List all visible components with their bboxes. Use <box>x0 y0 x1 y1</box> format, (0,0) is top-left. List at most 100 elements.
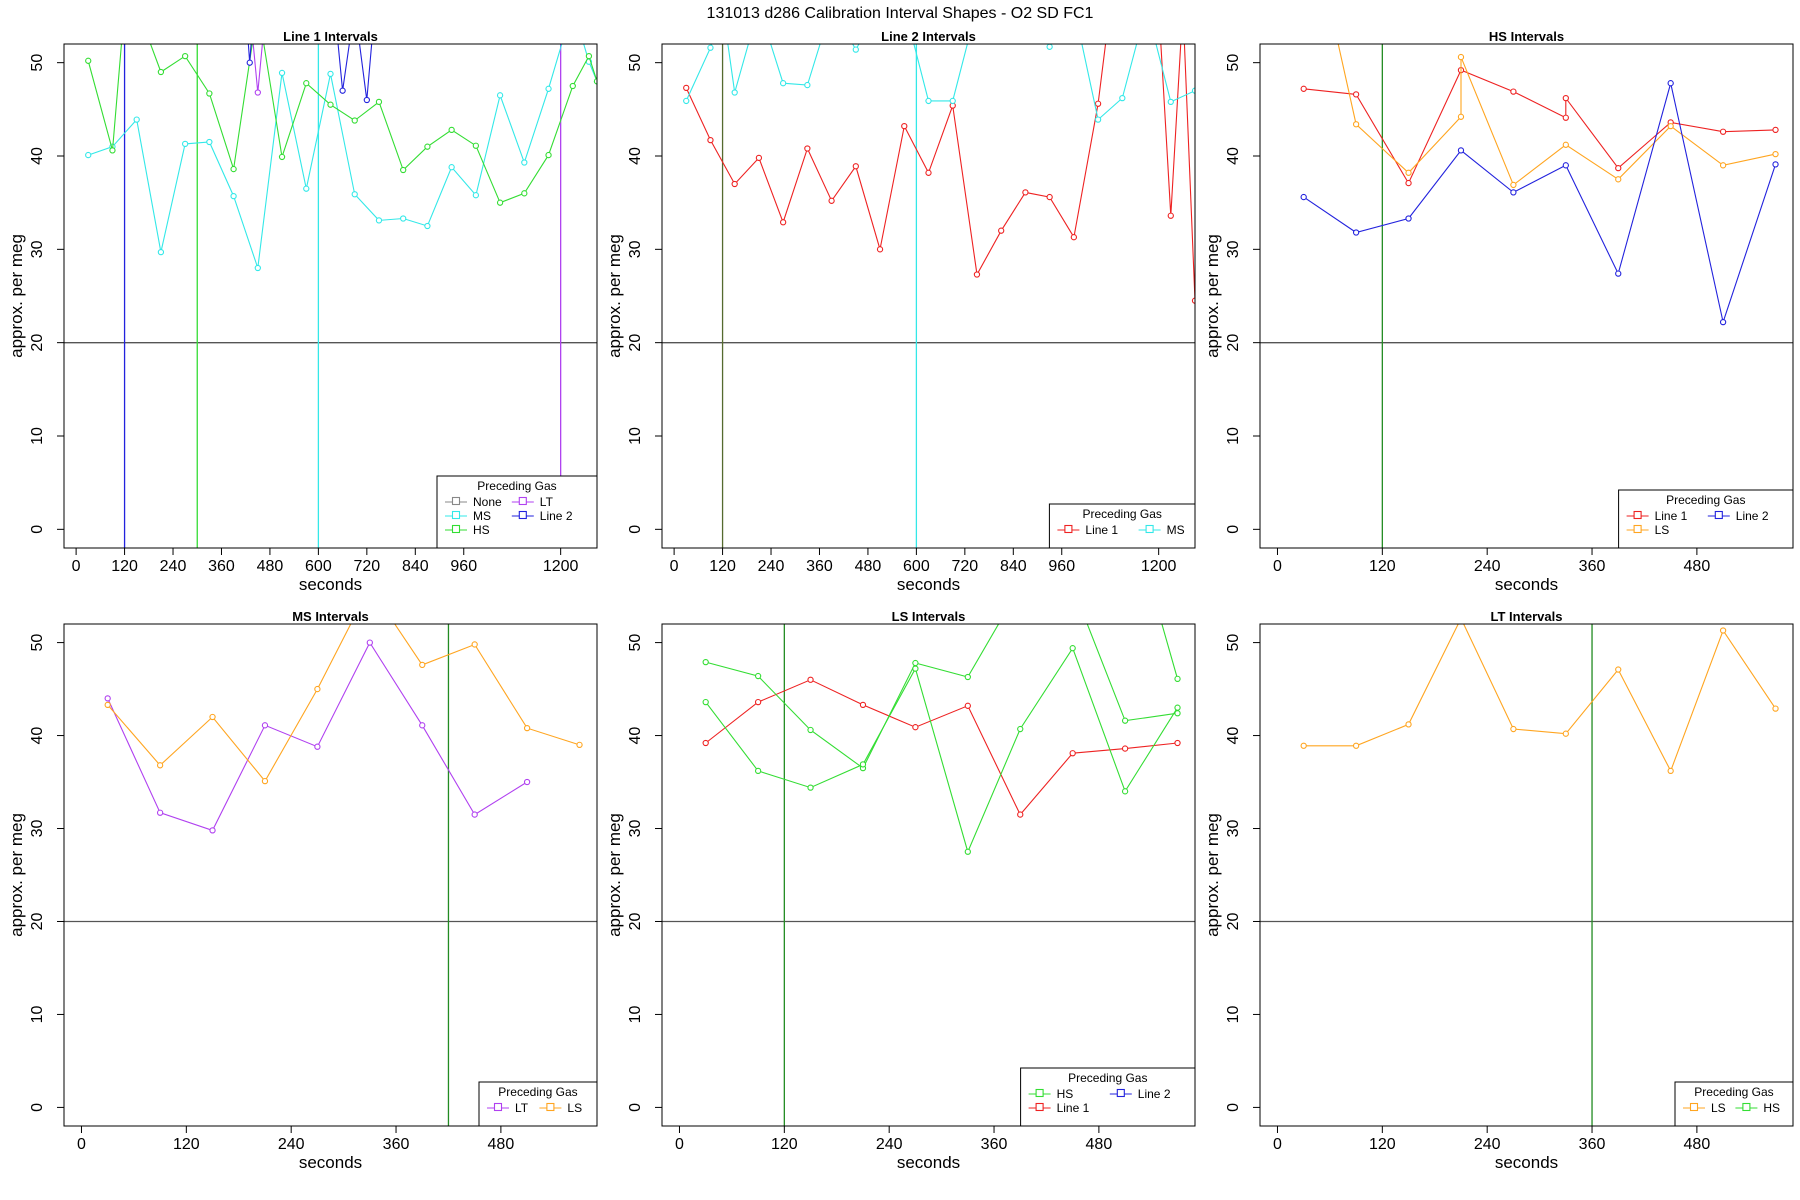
legend-swatch-marker <box>518 496 527 506</box>
legend-swatch-marker <box>1064 524 1073 534</box>
data-point <box>424 222 431 230</box>
data-point <box>1352 121 1360 128</box>
data-point <box>206 90 213 97</box>
data-point <box>523 724 531 732</box>
legend-swatch-marker <box>518 510 527 520</box>
data-point <box>1094 100 1102 107</box>
series-line-hs <box>705 624 1178 769</box>
data-point <box>209 713 216 721</box>
x-tick-label: 960 <box>1048 558 1075 575</box>
y-tick-label: 40 <box>1225 147 1242 165</box>
data-point <box>133 116 140 123</box>
legend-entry: HS <box>473 523 490 537</box>
data-point <box>314 685 321 693</box>
legend-box <box>1674 1081 1794 1127</box>
data-point <box>1405 215 1412 222</box>
series-line-hs <box>1161 624 1179 679</box>
data-point <box>1562 94 1569 102</box>
legend-swatch-marker <box>1689 1102 1699 1112</box>
data-point <box>1667 767 1674 775</box>
data-point <box>1022 189 1029 196</box>
data-point <box>707 44 714 51</box>
data-point <box>1300 85 1307 92</box>
legend-entry: Line 1 <box>1655 509 1688 523</box>
legend-entry: None <box>473 495 502 509</box>
data-point <box>1615 666 1622 673</box>
y-axis: 0 10 20 30 40 50 approx. per meg <box>605 634 663 1112</box>
data-point <box>1017 725 1024 733</box>
y-axis-title: approx. per meg <box>605 234 624 358</box>
x-tick-label: 360 <box>981 1136 1008 1153</box>
data-point <box>471 641 478 648</box>
data-point <box>303 80 310 87</box>
x-tick-label: 480 <box>1684 1136 1711 1153</box>
legend-title: Preceding Gas <box>498 1085 577 1099</box>
data-point <box>859 761 867 768</box>
y-axis: 0 10 20 30 40 50 approx. per meg <box>1203 634 1261 1112</box>
x-tick-label: 0 <box>77 1136 86 1153</box>
data-point <box>363 96 370 104</box>
data-point <box>181 140 189 148</box>
data-point <box>1121 717 1129 724</box>
data-point <box>1405 169 1412 176</box>
data-point <box>1615 164 1622 172</box>
panel-title: MS Intervals <box>292 609 369 624</box>
data-point <box>261 777 269 785</box>
x-tick-label: 120 <box>709 558 736 575</box>
y-axis-title: approx. per meg <box>7 813 26 937</box>
data-point <box>278 153 286 161</box>
data-point <box>569 82 576 90</box>
legend-entry: HS <box>1763 1101 1780 1115</box>
x-tick-label: 240 <box>278 1136 305 1153</box>
x-tick-label: 600 <box>305 558 332 575</box>
y-tick-label: 0 <box>627 525 644 534</box>
y-tick-label: 20 <box>627 334 644 352</box>
data-point <box>755 154 763 162</box>
x-axis: 0 120 240 360 480 600 720 840 960 1200 seconds <box>670 547 1177 594</box>
data-point <box>852 46 859 53</box>
data-point <box>973 271 981 278</box>
x-tick-label: 120 <box>771 1136 798 1153</box>
y-tick-label: 0 <box>29 525 46 534</box>
data-point <box>1457 147 1465 154</box>
legend-title: Preceding Gas <box>1694 1085 1773 1099</box>
x-tick-label: 0 <box>670 558 679 575</box>
data-point <box>157 68 165 76</box>
data-point <box>1119 94 1126 102</box>
data-point <box>807 726 814 734</box>
panel-1: Line 1 Intervals 0 120 240 360 480 600 720 840 96… <box>7 29 598 594</box>
data-point <box>876 246 884 253</box>
data-point <box>964 702 971 709</box>
x-tick-label: 360 <box>383 1136 410 1153</box>
data-point <box>1300 742 1307 749</box>
x-tick-label: 0 <box>675 1136 684 1153</box>
data-point <box>496 92 504 99</box>
legend-entry: Line 2 <box>1736 509 1769 523</box>
data-point <box>424 143 431 150</box>
data-point <box>472 192 480 199</box>
data-point <box>496 199 504 206</box>
panel-2: Line 2 Intervals 0 120 240 360 480 600 720 840 96… <box>605 29 1196 594</box>
data-point <box>1667 80 1674 87</box>
data-point <box>1562 114 1569 121</box>
y-tick-label: 10 <box>1225 427 1242 445</box>
data-point <box>754 698 762 706</box>
series-line-line-2 <box>247 44 373 101</box>
legend-entry: HS <box>1057 1087 1074 1101</box>
data-point <box>230 192 237 200</box>
legend-entry: Line 1 <box>1057 1101 1090 1115</box>
legend: Preceding Gas Line 1 MS <box>1048 503 1196 549</box>
legend-entry: MS <box>473 509 491 523</box>
y-tick-label: 20 <box>29 912 46 930</box>
legend: Preceding Gas LT LS <box>478 1081 598 1127</box>
data-point <box>545 151 552 159</box>
data-point <box>1510 725 1517 733</box>
x-tick-label: 1200 <box>1141 558 1177 575</box>
data-point <box>521 159 528 166</box>
legend-swatch-marker <box>493 1102 503 1112</box>
data-point <box>419 661 426 669</box>
data-point <box>683 84 690 92</box>
x-tick-label: 840 <box>1000 558 1027 575</box>
